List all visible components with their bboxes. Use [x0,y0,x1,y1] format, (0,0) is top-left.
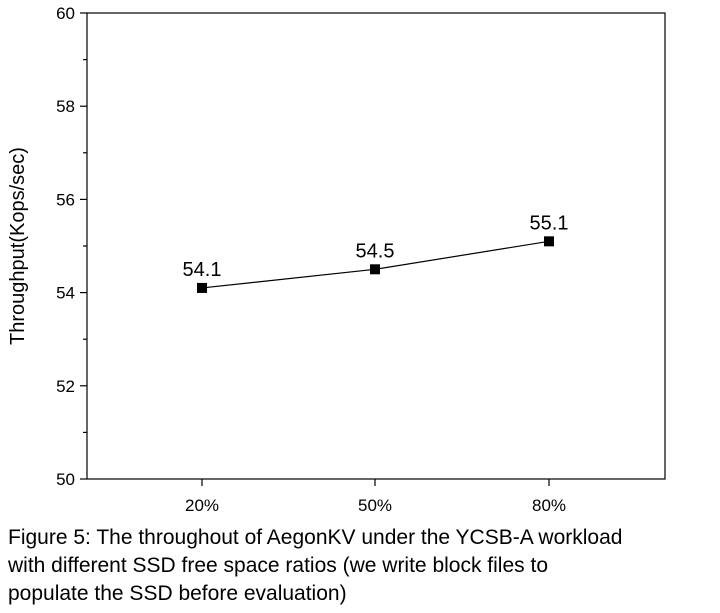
x-tick-label: 50% [358,496,392,515]
line-chart: 50 52 54 56 58 60 20% 50% 80% 54.1 54.5 55.1 Thro… [7,4,666,515]
y-tick-label: 50 [56,470,75,489]
caption-line-3: populate the SSD before evaluation) [8,582,347,605]
y-tick-label: 52 [56,377,75,396]
data-label: 54.1 [183,259,222,281]
caption-line-2: with different SSD free space ratios (we… [8,554,549,577]
x-axis-ticks: 20% 50% 80% [185,479,566,515]
series-layer: 54.1 54.5 55.1 [183,212,569,293]
y-axis-ticks: 50 52 54 56 58 60 [56,4,87,489]
data-label: 54.5 [356,240,395,262]
figure-caption: Figure 5: The throughout of AegonKV unde… [8,524,720,608]
y-tick-label: 56 [56,190,75,209]
y-axis-label: Throughput(Kops/sec) [7,147,29,345]
caption-line-1: Figure 5: The throughout of AegonKV unde… [8,526,623,549]
data-point-marker [197,282,207,293]
data-label: 55.1 [530,212,569,234]
y-tick-label: 54 [56,284,75,303]
x-tick-label: 20% [185,496,219,515]
x-tick-label: 80% [532,496,566,515]
y-tick-label: 58 [56,97,75,116]
data-point-marker [370,264,380,275]
y-tick-label: 60 [56,4,75,23]
data-point-marker [544,236,554,247]
